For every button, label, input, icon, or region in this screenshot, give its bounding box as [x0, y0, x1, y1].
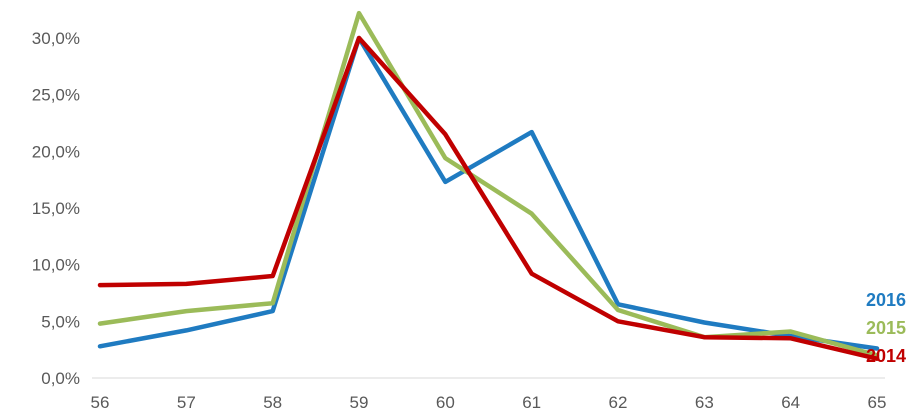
x-tick-label: 60: [436, 393, 455, 412]
x-tick-label: 64: [781, 393, 800, 412]
x-tick-label: 63: [695, 393, 714, 412]
series-line-2014: [97, 35, 880, 361]
x-tick-label: 57: [177, 393, 196, 412]
legend-label-2014: 2014: [866, 346, 906, 366]
y-tick-label: 10,0%: [32, 256, 80, 275]
series-line-2015: [97, 10, 880, 358]
x-tick-label: 61: [522, 393, 541, 412]
y-tick-label: 0,0%: [41, 369, 80, 388]
y-tick-label: 15,0%: [32, 199, 80, 218]
legend-label-2015: 2015: [866, 318, 906, 338]
x-tick-label: 59: [350, 393, 369, 412]
y-tick-label: 30,0%: [32, 29, 80, 48]
series-lines: [97, 10, 880, 361]
y-axis-ticks: 0,0% 5,0% 10,0% 15,0% 20,0% 25,0% 30,0%: [32, 29, 80, 388]
y-tick-label: 5,0%: [41, 312, 80, 331]
legend: 2016 2015 2014: [866, 290, 906, 366]
x-tick-label: 56: [91, 393, 110, 412]
x-tick-label: 58: [263, 393, 282, 412]
x-axis-ticks: 56 57 58 59 60 61 62 63 64 65: [91, 393, 887, 412]
y-tick-label: 20,0%: [32, 142, 80, 161]
x-tick-label: 65: [868, 393, 887, 412]
y-tick-label: 25,0%: [32, 86, 80, 105]
legend-label-2016: 2016: [866, 290, 906, 310]
x-tick-label: 62: [609, 393, 628, 412]
series-line-2016: [97, 35, 880, 351]
